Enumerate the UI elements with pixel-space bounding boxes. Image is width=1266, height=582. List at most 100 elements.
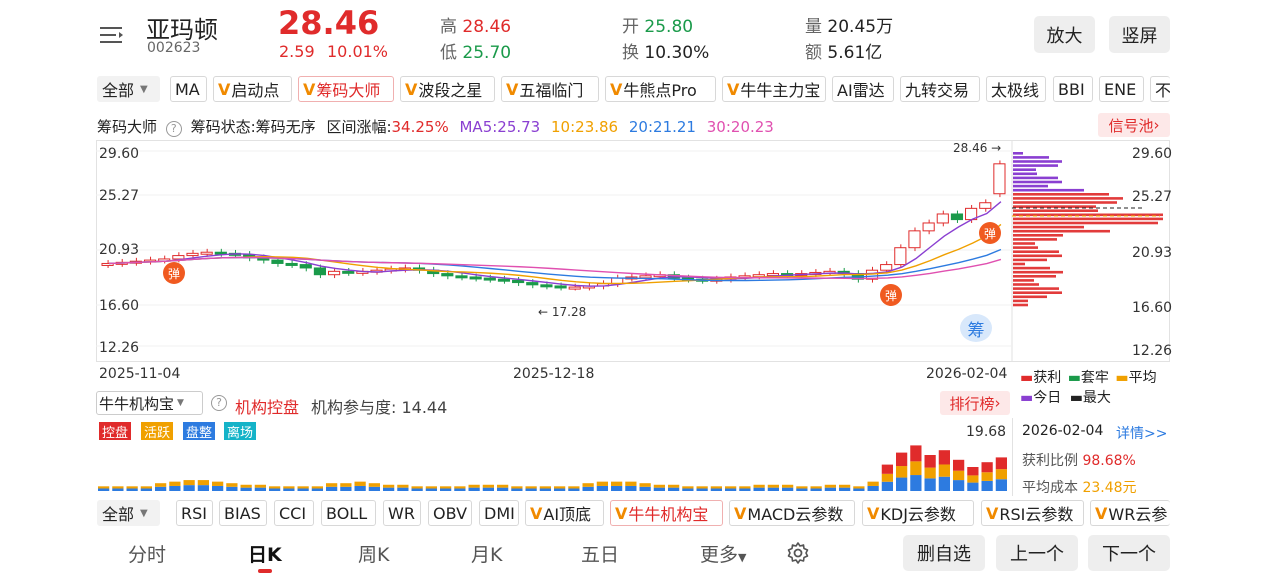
indicator2-chip-0[interactable]: RSI <box>176 500 213 526</box>
indicator-chip-11[interactable]: ENE <box>1099 76 1144 102</box>
gear-icon[interactable] <box>786 541 810 569</box>
org-bar-consolidate <box>796 488 808 491</box>
candle-body <box>639 275 652 279</box>
org-bar-consolidate <box>896 477 908 491</box>
indicator-chip-6[interactable]: V 牛牛主力宝 <box>722 76 826 102</box>
org-bar-active <box>326 483 338 487</box>
indicator-chip-9[interactable]: 太极线 <box>986 76 1046 102</box>
previous-button[interactable]: 上一个 <box>996 535 1078 571</box>
org-bar-consolidate <box>226 486 238 491</box>
indicator-chip-0[interactable]: MA <box>170 76 207 102</box>
org-bar-active <box>297 486 309 489</box>
chip-bar <box>1013 246 1038 249</box>
indicator-chip-3[interactable]: V 波段之星 <box>400 76 495 102</box>
candle-body <box>342 270 355 274</box>
org-bar-active <box>995 469 1007 480</box>
indicator-chip-7[interactable]: AI雷达 <box>832 76 894 102</box>
next-button[interactable]: 下一个 <box>1088 535 1170 571</box>
indicator-chip-10[interactable]: BBI <box>1053 76 1093 102</box>
org-bar-active <box>938 464 950 477</box>
candle-body <box>752 274 765 278</box>
org-bar-active <box>454 486 466 489</box>
org-bar-active <box>269 486 281 489</box>
org-bar-active <box>611 481 623 486</box>
kline-chart[interactable] <box>96 140 1170 362</box>
price-change: 2.59 <box>279 42 315 61</box>
turnover-row: 换 10.30% <box>622 43 710 63</box>
menu-icon[interactable] <box>100 24 124 46</box>
org-bar-active <box>354 481 366 486</box>
indicator2-chip-6[interactable]: DMI <box>479 500 519 526</box>
org-bar-active <box>112 486 124 489</box>
org-bar-consolidate <box>126 488 138 491</box>
chip-bar <box>1013 225 1084 229</box>
org-bar-active <box>140 486 152 489</box>
chip-bar <box>1013 176 1058 180</box>
indicator-chip-8[interactable]: 九转交易 <box>900 76 980 102</box>
candle-body <box>271 259 284 264</box>
indicator2-chip-2[interactable]: CCI <box>274 500 314 526</box>
org-select[interactable]: 牛牛机构宝 ▼ <box>96 391 203 415</box>
org-bar-active <box>853 486 865 489</box>
org-bar-consolidate <box>668 487 680 491</box>
indicator2-chip-9[interactable]: V MACD云参数 <box>729 500 855 526</box>
indicator-chip-4[interactable]: V 五福临门 <box>501 76 599 102</box>
indicator2-chip-12[interactable]: V WR云参 <box>1090 500 1170 526</box>
indicator-all-select[interactable]: 全部 ▼ <box>97 76 160 102</box>
tab-timeshare[interactable]: 分时 <box>128 544 167 566</box>
indicator-chip-5[interactable]: V 牛熊点Pro <box>605 76 716 102</box>
org-participation: 机构参与度: 14.44 <box>311 398 448 417</box>
signal-pool-button[interactable]: 信号池 › <box>1098 113 1170 137</box>
indicator2-chip-10[interactable]: V KDJ云参数 <box>862 500 974 526</box>
rank-button[interactable]: 排行榜 › <box>940 391 1010 415</box>
org-bar-active <box>896 466 908 478</box>
org-bar-consolidate <box>611 485 623 491</box>
indicator2-all-select[interactable]: 全部 ▼ <box>97 500 160 526</box>
tab-monthly-k[interactable]: 月K <box>471 544 503 566</box>
org-bar-active <box>539 486 551 489</box>
indicator-chip-1[interactable]: V 启动点 <box>213 76 292 102</box>
org-bar-consolidate <box>810 488 822 491</box>
candle-body <box>285 262 298 266</box>
indicator2-chip-8[interactable]: V 牛牛机构宝 <box>610 500 723 526</box>
portrait-button[interactable]: 竖屏 <box>1109 16 1170 53</box>
profit-ratio: 获利比例 98.68% <box>1022 453 1136 469</box>
org-bar-active <box>240 484 252 488</box>
indicator2-chip-5[interactable]: OBV <box>428 500 472 526</box>
org-bar-control <box>938 450 950 465</box>
org-bar-active <box>468 484 480 488</box>
org-bar-consolidate <box>311 488 323 491</box>
chip-bar <box>1013 184 1048 188</box>
detail-link[interactable]: 详情>> <box>1116 426 1168 442</box>
org-bar-consolidate <box>867 485 879 491</box>
org-bar-consolidate <box>354 485 366 491</box>
tab-daily-k[interactable]: 日K <box>248 544 282 566</box>
org-bar-active <box>668 484 680 488</box>
indicator2-chip-11[interactable]: V RSI云参数 <box>981 500 1084 526</box>
tab-five-day[interactable]: 五日 <box>581 544 620 566</box>
bounce-signal-icon: 弹 <box>979 222 1001 244</box>
low-row: 低 25.70 <box>440 43 512 63</box>
remove-watchlist-button[interactable]: 删自选 <box>903 535 985 571</box>
chip-bar <box>1013 303 1028 307</box>
org-help-icon[interactable]: ? <box>211 395 227 411</box>
indicator2-chip-7[interactable]: V AI顶底 <box>525 500 604 526</box>
indicator-chip-12[interactable]: 不 <box>1150 76 1170 102</box>
chip-indicator-name: 筹码大师 <box>97 118 158 136</box>
indicator2-chip-3[interactable]: BOLL <box>321 500 376 526</box>
indicator2-chip-1[interactable]: BIAS <box>219 500 267 526</box>
indicator2-chip-4[interactable]: WR <box>383 500 421 526</box>
org-bar-consolidate <box>155 486 167 491</box>
org-bar-active <box>383 484 395 488</box>
org-bar-active <box>126 486 138 489</box>
org-bar-consolidate <box>554 488 566 491</box>
org-bar-active <box>967 475 979 483</box>
help-icon[interactable]: ? <box>165 121 182 137</box>
org-bar-consolidate <box>924 478 936 491</box>
org-bar-active <box>710 486 722 489</box>
tab-more[interactable]: 更多▼ <box>700 544 747 566</box>
tab-weekly-k[interactable]: 周K <box>358 544 390 566</box>
indicator-chip-2[interactable]: V 筹码大师 <box>298 76 394 102</box>
zoom-button[interactable]: 放大 <box>1034 16 1095 53</box>
org-bar-active <box>981 472 993 481</box>
